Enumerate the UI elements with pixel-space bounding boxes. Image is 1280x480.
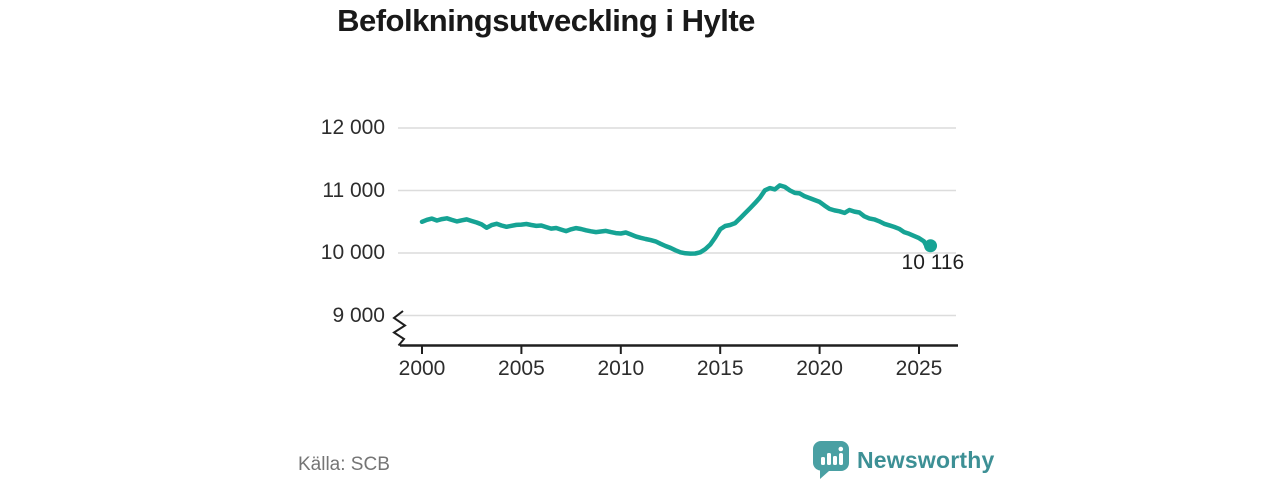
newsworthy-wordmark: Newsworthy <box>857 446 995 473</box>
y-tick-label: 12 000 <box>320 116 385 139</box>
newsworthy-logo: Newsworthy <box>813 441 994 479</box>
population-line <box>419 183 933 256</box>
x-tick-label: 2020 <box>796 357 843 380</box>
chart-title: Befolkningsutveckling i Hylte <box>337 3 755 38</box>
last-value-label: 10 116 <box>901 250 965 274</box>
newsworthy-bubble-chart-icon <box>813 441 849 479</box>
source-note: Källa: SCB <box>298 454 390 475</box>
x-tick-label: 2015 <box>696 357 744 380</box>
x-tick-label: 2010 <box>597 357 645 380</box>
y-tick-label: 9 000 <box>332 303 385 327</box>
last-point-dot <box>924 239 938 253</box>
x-tick-label: 2025 <box>895 357 943 380</box>
x-tick-label: 2000 <box>398 357 446 380</box>
y-axis-break-icon <box>392 310 407 347</box>
x-tick-label: 2005 <box>498 357 545 380</box>
y-tick-label: 10 000 <box>320 241 385 264</box>
y-tick-label: 11 000 <box>322 178 385 202</box>
